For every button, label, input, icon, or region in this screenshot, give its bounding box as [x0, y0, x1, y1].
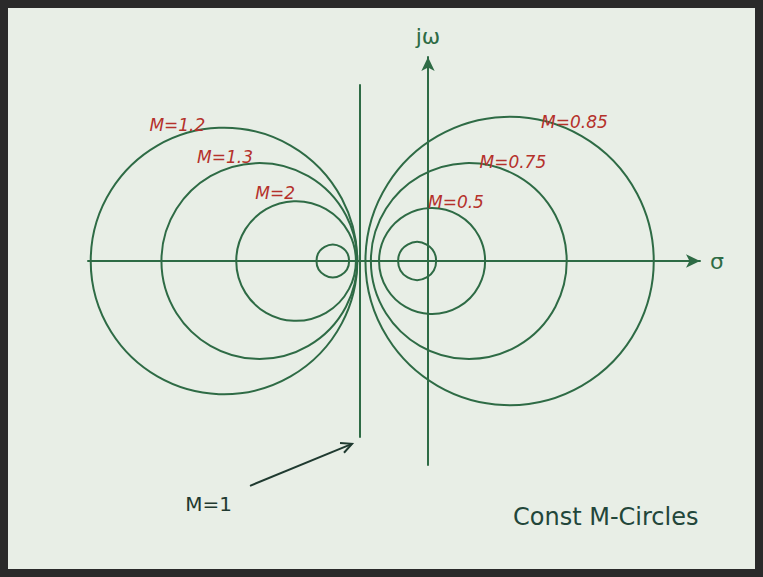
svg-text:σ: σ — [710, 249, 724, 274]
svg-text:Const M-Circles: Const M-Circles — [513, 503, 698, 531]
svg-text:M=0.75: M=0.75 — [479, 152, 546, 172]
svg-text:M=2: M=2 — [255, 183, 295, 203]
svg-text:M=1.3: M=1.3 — [197, 147, 253, 167]
svg-text:M=1: M=1 — [185, 492, 232, 516]
svg-text:M=1.2: M=1.2 — [149, 115, 205, 135]
svg-text:M=0.85: M=0.85 — [541, 112, 608, 132]
svg-text:M=0.5: M=0.5 — [428, 192, 484, 212]
svg-text:jω: jω — [415, 24, 441, 49]
